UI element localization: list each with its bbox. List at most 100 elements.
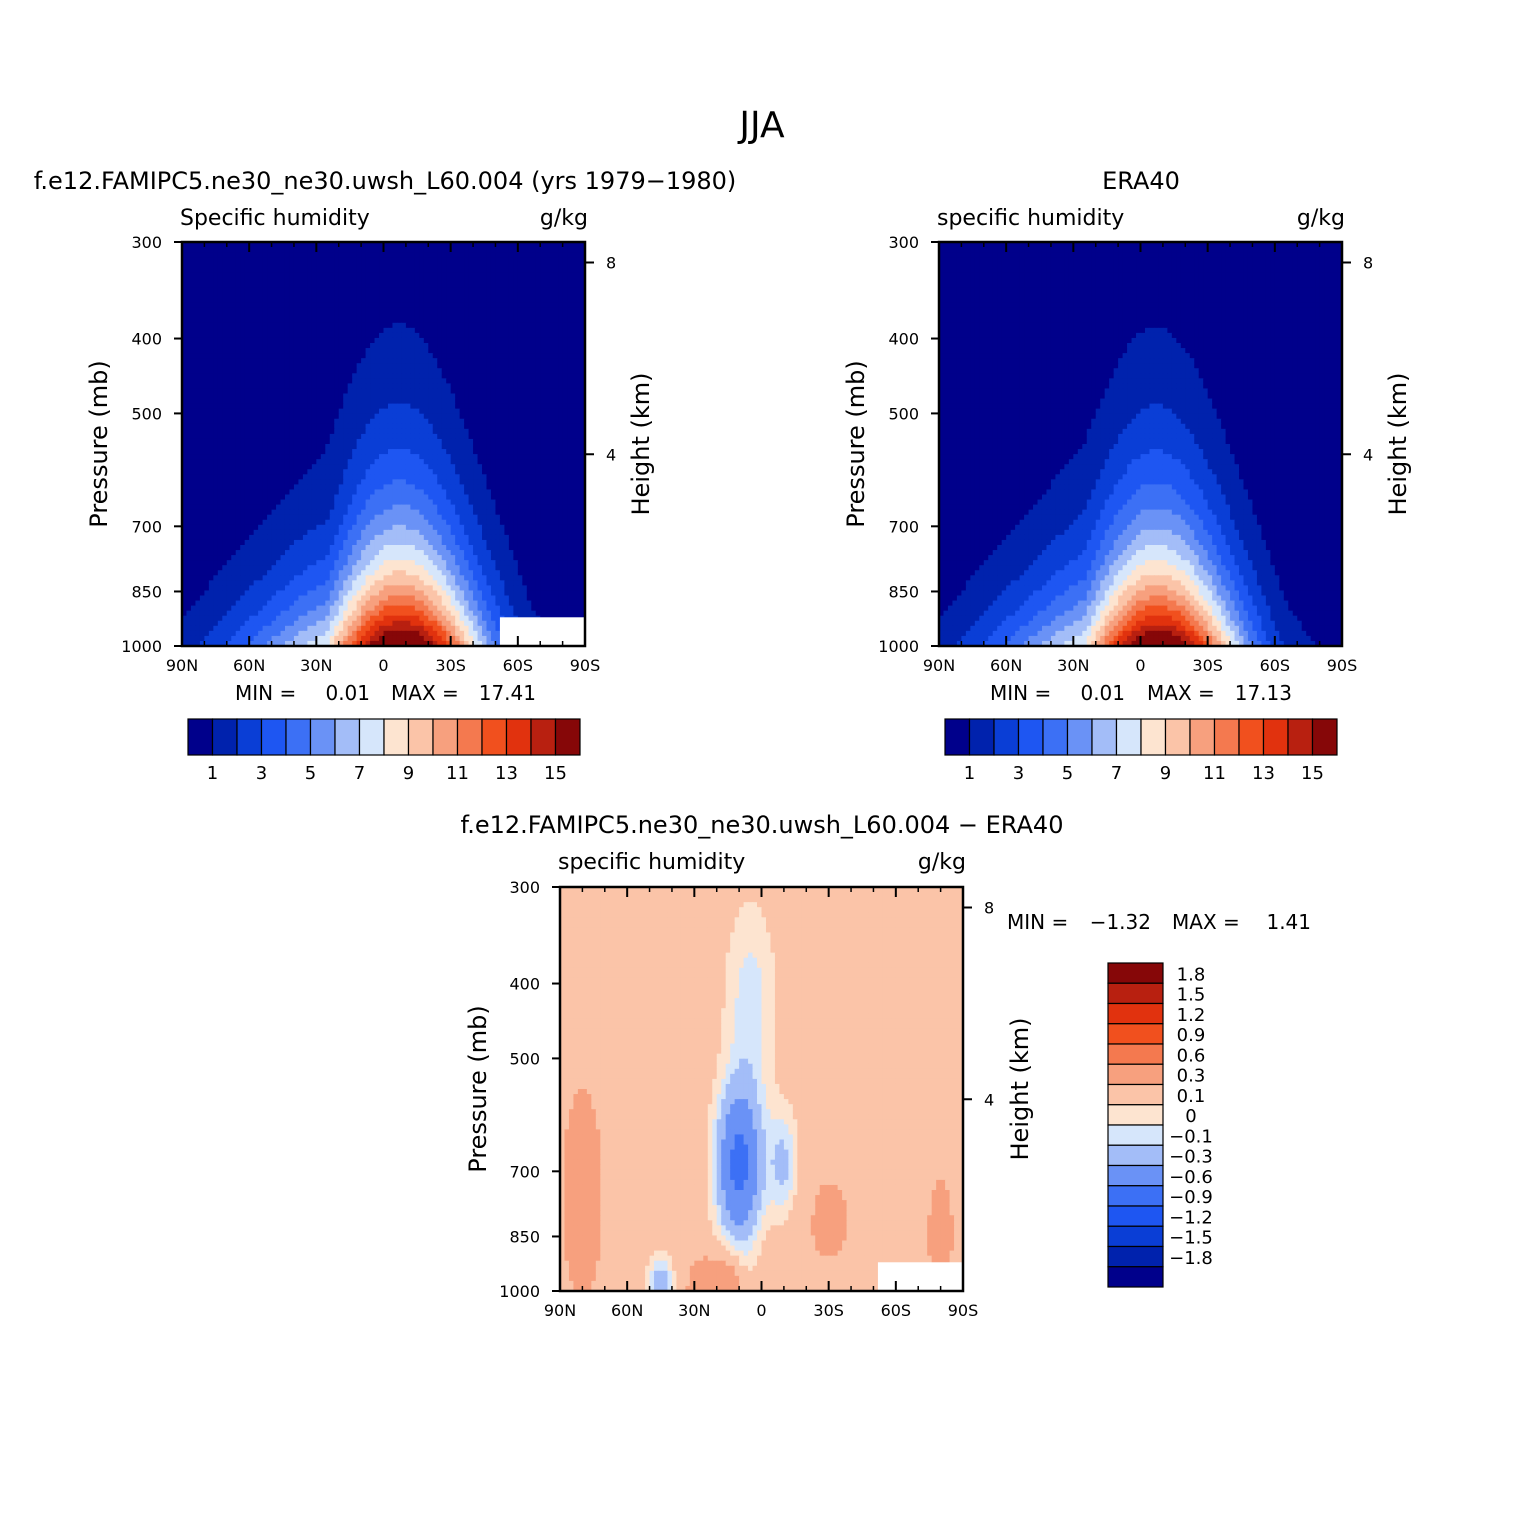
contour-cell	[195, 433, 201, 440]
contour-cell	[558, 242, 564, 248]
contour-cell	[513, 297, 519, 304]
contour-cell	[437, 353, 443, 359]
contour-cell	[222, 332, 228, 339]
contour-cell	[405, 247, 411, 253]
contour-cell	[258, 307, 264, 314]
contour-cell	[204, 444, 210, 450]
contour-cell	[311, 418, 317, 425]
contour-cell	[495, 433, 501, 440]
contour-cell	[374, 363, 380, 369]
contour-cell	[432, 292, 438, 299]
contour-cell	[213, 358, 219, 364]
contour-cell	[249, 408, 255, 415]
contour-cell	[437, 287, 443, 294]
contour-cell	[549, 449, 555, 455]
contour-cell	[504, 257, 510, 263]
contour-cell	[253, 343, 259, 349]
contour-cell	[343, 413, 349, 420]
contour-cell	[190, 317, 197, 324]
contour-cell	[307, 343, 313, 349]
contour-cell	[450, 277, 456, 283]
contour-cell	[379, 459, 385, 465]
contour-cell	[562, 378, 568, 384]
contour-cell	[186, 322, 192, 329]
contour-cell	[513, 353, 519, 359]
contour-cell	[361, 413, 367, 420]
contour-cell	[235, 454, 241, 460]
contour-cell	[383, 454, 389, 460]
contour-cell	[190, 413, 197, 420]
contour-cell	[190, 383, 197, 390]
contour-cell	[213, 257, 219, 263]
contour-cell	[365, 373, 371, 379]
contour-cell	[437, 332, 443, 339]
contour-cell	[562, 469, 568, 475]
contour-cell	[522, 398, 528, 405]
contour-cell	[217, 489, 223, 496]
contour-cell	[522, 474, 528, 480]
contour-cell	[338, 287, 344, 294]
contour-cell	[513, 378, 519, 384]
contour-cell	[513, 454, 519, 460]
contour-cell	[405, 302, 411, 309]
contour-cell	[190, 272, 197, 278]
contour-cell	[490, 469, 497, 475]
contour-cell	[495, 393, 501, 400]
contour-cell	[325, 327, 331, 334]
contour-cell	[396, 262, 403, 268]
contour-cell	[446, 514, 452, 521]
contour-cell	[334, 438, 340, 445]
contour-cell	[432, 388, 438, 395]
contour-cell	[571, 444, 577, 450]
contour-cell	[432, 484, 438, 491]
contour-cell	[208, 252, 214, 258]
contour-cell	[284, 287, 291, 294]
contour-cell	[535, 317, 541, 324]
contour-cell	[423, 383, 429, 390]
contour-cell	[240, 464, 246, 470]
contour-cell	[540, 292, 546, 299]
contour-cell	[235, 292, 241, 299]
contour-cell	[549, 398, 555, 405]
contour-cell	[531, 262, 537, 268]
contour-cell	[329, 302, 335, 309]
contour-cell	[571, 383, 577, 390]
contour-cell	[446, 287, 452, 294]
contour-cell	[482, 242, 488, 248]
contour-cell	[280, 454, 286, 460]
contour-cell	[316, 332, 322, 339]
contour-cell	[262, 358, 268, 364]
contour-cell	[208, 247, 214, 253]
contour-cell	[222, 252, 228, 258]
contour-cell	[405, 332, 411, 339]
contour-cell	[508, 242, 514, 248]
contour-cell	[325, 479, 331, 485]
contour-cell	[293, 504, 300, 511]
contour-cell	[311, 504, 317, 511]
contour-cell	[535, 438, 541, 445]
contour-cell	[405, 469, 411, 475]
contour-cell	[280, 449, 286, 455]
contour-cell	[517, 267, 523, 273]
contour-cell	[549, 327, 555, 334]
contour-cell	[231, 262, 237, 268]
contour-cell	[347, 484, 353, 491]
contour-cell	[576, 408, 582, 415]
contour-cell	[208, 277, 214, 283]
contour-cell	[437, 363, 443, 369]
contour-cell	[513, 368, 519, 374]
contour-cell	[352, 504, 358, 511]
contour-cell	[347, 337, 353, 344]
contour-cell	[267, 449, 273, 455]
contour-cell	[244, 358, 250, 364]
contour-cell	[253, 499, 259, 506]
contour-cell	[414, 282, 420, 289]
contour-cell	[567, 343, 573, 349]
contour-cell	[450, 282, 456, 289]
contour-cell	[405, 383, 411, 390]
contour-cell	[513, 489, 519, 496]
contour-cell	[307, 287, 313, 294]
contour-cell	[580, 418, 585, 425]
contour-cell	[455, 494, 461, 501]
contour-cell	[490, 252, 497, 258]
